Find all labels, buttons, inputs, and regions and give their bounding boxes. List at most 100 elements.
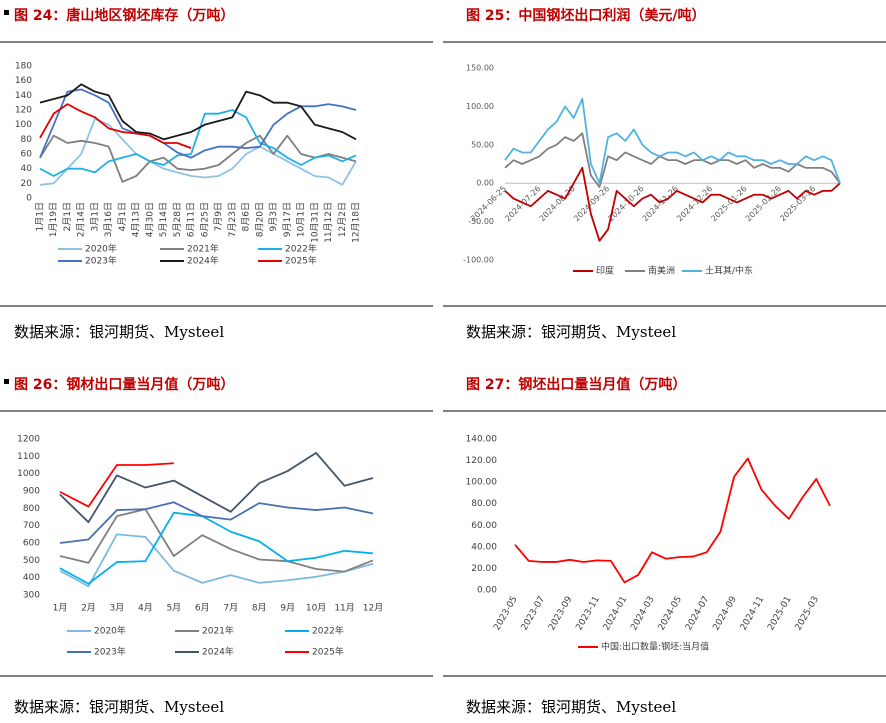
legend-label: 2024年	[202, 646, 234, 658]
x-tick-label: 2023-11	[574, 595, 601, 633]
legend-label: 2022年	[285, 243, 317, 255]
y-tick-label: 100	[15, 120, 32, 130]
x-tick-label: 6月25日	[199, 202, 210, 237]
data-line	[39, 88, 357, 159]
x-tick-label: 1月1日	[35, 202, 46, 231]
x-tick-label: 10月	[306, 603, 326, 614]
legend-label: 印度	[596, 265, 614, 277]
x-tick-label: 2024-09	[711, 595, 739, 633]
y-tick-label: 100.00	[466, 478, 498, 488]
x-tick-label: 2024-12-26	[675, 184, 714, 223]
x-tick-label: 2023-07	[520, 595, 547, 633]
data-line	[39, 83, 357, 141]
figure-title: 图 27：钢坯出口量当月值（万吨）	[466, 376, 686, 393]
legend-label: 2024年	[187, 255, 219, 267]
y-tick-label: -100.00	[463, 256, 494, 265]
y-tick-label: 1000	[17, 469, 40, 479]
x-tick-label: 2024-07	[684, 595, 711, 633]
figure-title: 图 24：唐山地区钢坯库存（万吨）	[14, 7, 234, 24]
data-line	[39, 134, 357, 183]
x-tick-label: 4月	[138, 603, 153, 614]
x-tick-label: 2月1日	[62, 202, 73, 231]
y-tick-label: 400	[23, 573, 40, 583]
x-tick-label: 12月2日	[337, 202, 348, 237]
x-tick-label: 1月19日	[48, 202, 59, 237]
data-line	[59, 508, 374, 573]
x-tick-label: 9月	[280, 603, 295, 614]
legend-label: 2022年	[312, 625, 344, 637]
x-tick-label: 2024-11	[739, 595, 766, 633]
y-tick-label: 500	[23, 556, 40, 566]
x-tick-label: 2024-08-26	[538, 184, 577, 223]
legend-label: 2021年	[202, 625, 234, 637]
y-tick-label: 1200	[17, 435, 40, 445]
x-tick-label: 7月	[223, 603, 238, 614]
y-tick-label: 0.00	[477, 586, 497, 596]
data-line	[504, 166, 841, 242]
x-tick-label: 6月11日	[186, 202, 197, 237]
data-line	[59, 533, 374, 588]
x-tick-label: 8月20日	[254, 202, 265, 237]
source-note: 数据来源：银河期货、Mysteel	[14, 323, 224, 341]
y-tick-label: 120	[15, 106, 32, 116]
y-tick-label: 150.00	[466, 64, 494, 73]
bullet	[4, 379, 9, 384]
legend-label: 土耳其/中东	[705, 265, 753, 277]
y-tick-label: 100.00	[466, 102, 494, 111]
x-tick-label: 2024-03	[629, 595, 656, 633]
data-line	[504, 132, 841, 188]
x-tick-label: 9月3日	[268, 202, 279, 231]
x-tick-label: 11月	[334, 603, 354, 614]
y-tick-label: 1100	[17, 452, 40, 462]
x-tick-label: 4月13日	[131, 202, 142, 237]
legend-label: 中国:出口数量:钢坯:当月值	[601, 641, 709, 653]
data-line	[59, 501, 374, 544]
x-tick-label: 2023-05	[492, 595, 519, 633]
y-tick-label: -50.00	[468, 217, 494, 226]
y-tick-label: 80	[21, 135, 33, 145]
y-tick-label: 80.00	[471, 499, 497, 509]
x-tick-label: 2023-09	[547, 595, 575, 633]
x-tick-label: 2025-03-26	[778, 184, 817, 223]
x-tick-label: 2月	[81, 603, 96, 614]
legend-label: 南美洲	[648, 265, 675, 277]
x-tick-label: 2024-11-26	[641, 184, 680, 223]
y-tick-label: 140	[15, 91, 32, 101]
y-tick-label: 140.00	[466, 435, 498, 445]
data-line	[39, 103, 192, 149]
data-line	[59, 511, 374, 585]
x-tick-label: 2月14日	[76, 202, 87, 237]
data-line	[504, 97, 841, 185]
x-tick-label: 4月1日	[117, 202, 128, 231]
y-tick-label: 300	[23, 591, 40, 601]
y-tick-label: 40.00	[471, 542, 497, 552]
x-tick-label: 5月14日	[158, 202, 169, 237]
legend-label: 2020年	[94, 625, 126, 637]
y-tick-label: 0	[26, 194, 32, 204]
y-tick-label: 60	[21, 150, 33, 160]
data-line	[59, 462, 174, 508]
legend-label: 2023年	[94, 646, 126, 658]
y-tick-label: 900	[23, 487, 40, 497]
y-tick-label: 20	[21, 179, 33, 189]
source-note: 数据来源：银河期货、Mysteel	[14, 698, 224, 716]
x-tick-label: 2024-01	[602, 595, 629, 633]
x-tick-label: 2024-10-26	[606, 184, 645, 223]
x-tick-label: 3月	[110, 603, 125, 614]
figure-title: 图 26：钢材出口量当月值（万吨）	[14, 376, 234, 393]
y-tick-label: 40	[21, 164, 33, 174]
x-tick-label: 5月28日	[172, 202, 183, 237]
legend-label: 2025年	[312, 646, 344, 658]
x-tick-label: 2025-03	[794, 595, 821, 633]
x-tick-label: 5月	[166, 603, 181, 614]
legend-label: 2023年	[85, 255, 117, 267]
x-tick-label: 8月6日	[241, 202, 252, 231]
x-tick-label: 6月	[195, 603, 210, 614]
legend-label: 2020年	[85, 243, 117, 255]
x-tick-label: 10月31日	[309, 202, 320, 243]
y-tick-label: 600	[23, 539, 40, 549]
legend-label: 2025年	[285, 255, 317, 267]
x-tick-label: 12月18日	[351, 202, 362, 243]
x-tick-label: 2024-05	[657, 595, 684, 633]
